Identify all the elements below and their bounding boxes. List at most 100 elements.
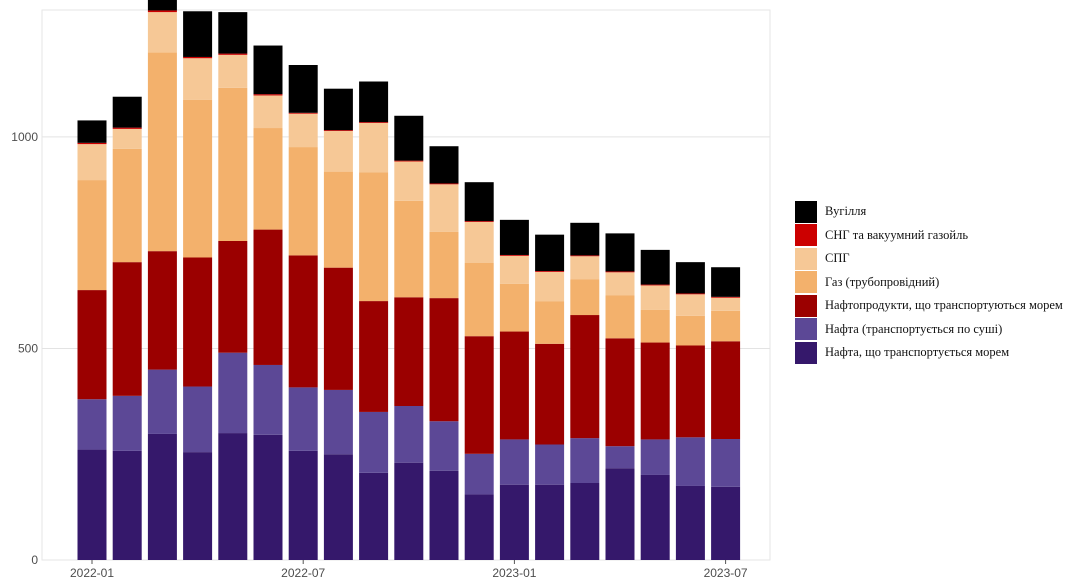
bar-segment xyxy=(675,437,705,486)
bar-segment xyxy=(147,12,177,53)
bar-segment xyxy=(570,438,600,483)
bar-segment xyxy=(323,131,353,172)
bar-segment xyxy=(359,472,389,560)
legend-swatch xyxy=(795,318,817,341)
bar-segment xyxy=(323,389,353,455)
bar-segment xyxy=(323,454,353,560)
bar-segment xyxy=(147,433,177,560)
legend-item: СПГ xyxy=(795,247,1063,271)
x-tick-label: 2022-07 xyxy=(281,566,325,580)
bar-segment xyxy=(535,271,565,302)
bar-segment xyxy=(147,0,177,11)
bar-segment xyxy=(535,484,565,560)
bar-segment xyxy=(112,450,142,560)
bar-segment xyxy=(288,113,318,148)
bar-segment xyxy=(429,146,459,184)
bar-segment xyxy=(640,439,670,475)
bar-segment xyxy=(147,52,177,252)
bar-segment xyxy=(570,483,600,560)
bar-segment xyxy=(535,271,565,272)
bar-segment xyxy=(77,449,107,560)
bar-segment xyxy=(499,331,529,440)
bar-segment xyxy=(359,81,389,123)
bar-segment xyxy=(675,262,705,294)
bar-segment xyxy=(323,130,353,131)
bar-segment xyxy=(183,56,213,59)
bar-segment xyxy=(394,161,424,201)
bar-segment xyxy=(253,95,283,129)
bar-segment xyxy=(147,251,177,370)
bar-segment xyxy=(77,120,107,143)
bar-segment xyxy=(464,263,494,337)
bar-segment xyxy=(429,470,459,560)
legend-swatch xyxy=(795,341,817,364)
bar-segment xyxy=(605,446,635,469)
bar-segment xyxy=(640,249,670,285)
bar-segment xyxy=(675,315,705,346)
bar-segment xyxy=(323,171,353,268)
x-tick-label: 2023-07 xyxy=(704,566,748,580)
bar-segment xyxy=(77,142,107,145)
legend-label: Нафтопродукти, що транспортуються морем xyxy=(825,298,1063,313)
bar-segment xyxy=(253,94,283,96)
bar-segment xyxy=(183,99,213,258)
bar-segment xyxy=(359,411,389,473)
bar-segment xyxy=(605,233,635,272)
bar-segment xyxy=(394,462,424,560)
bar-segment xyxy=(499,484,529,560)
legend-label: Вугілля xyxy=(825,204,867,219)
bar-segment xyxy=(464,453,494,495)
bar-segment xyxy=(288,387,318,451)
bar-segment xyxy=(394,297,424,406)
bar-segment xyxy=(535,301,565,344)
bar-segment xyxy=(218,54,248,88)
bar-segment xyxy=(675,485,705,560)
bar-segment xyxy=(288,147,318,256)
bar-segment xyxy=(253,229,283,365)
bar-segment xyxy=(711,341,741,439)
bar-segment xyxy=(640,309,670,343)
bar-segment xyxy=(605,295,635,339)
legend-item: Нафтопродукти, що транспортуються морем xyxy=(795,294,1063,318)
bar-segment xyxy=(429,231,459,299)
bar-segment xyxy=(183,11,213,57)
bar-segment xyxy=(429,421,459,471)
bar-segment xyxy=(288,112,318,114)
bar-segment xyxy=(288,65,318,113)
bar-segment xyxy=(464,221,494,222)
bar-segment xyxy=(711,297,741,311)
bar-segment xyxy=(464,221,494,263)
y-tick-label: 1000 xyxy=(11,130,38,144)
bar-segment xyxy=(253,128,283,230)
bar-segment xyxy=(359,301,389,412)
bar-segment xyxy=(253,434,283,560)
legend-label: Нафта (транспортується по суші) xyxy=(825,321,1003,336)
bar-segment xyxy=(218,352,248,434)
bar-segment xyxy=(535,234,565,272)
bar-segment xyxy=(499,283,529,332)
bar-segment xyxy=(499,219,529,255)
bar-segment xyxy=(77,290,107,400)
bar-segment xyxy=(253,45,283,95)
legend: Вугілля СНГ та вакуумний газойль СПГ Газ (т… xyxy=(795,200,1063,365)
bar-segment xyxy=(112,148,142,263)
bar-segment xyxy=(288,255,318,388)
legend-label: Нафта, що транспортується морем xyxy=(825,345,1010,360)
bar-segment xyxy=(429,183,459,185)
legend-label: СПГ xyxy=(825,251,850,266)
bar-segment xyxy=(112,262,142,396)
bar-segment xyxy=(394,115,424,161)
bar-segment xyxy=(77,144,107,181)
bar-segment xyxy=(499,439,529,485)
bar-segment xyxy=(183,386,213,453)
bar-segment xyxy=(711,439,741,487)
legend-swatch xyxy=(795,294,817,317)
bar-segment xyxy=(570,315,600,439)
legend-swatch xyxy=(795,271,817,294)
bar-segment xyxy=(570,256,600,280)
bar-segment xyxy=(218,87,248,241)
bar-segment xyxy=(288,450,318,560)
legend-item: СНГ та вакуумний газойль xyxy=(795,224,1063,248)
bar-segment xyxy=(77,399,107,450)
